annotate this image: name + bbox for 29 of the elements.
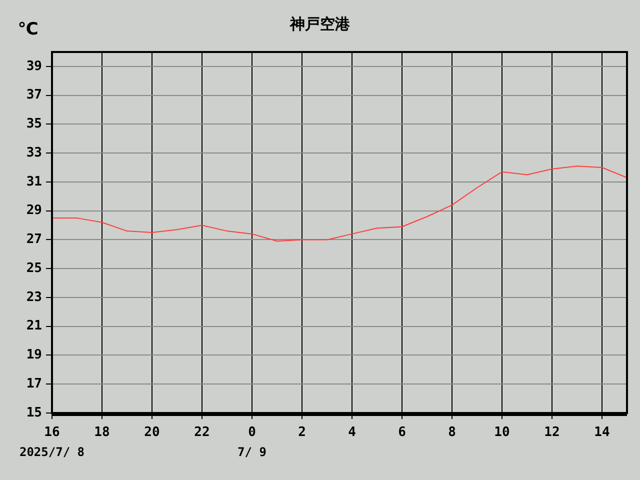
y-axis-title: ℃ [18, 19, 38, 40]
y-tick-label: 29 [26, 203, 42, 218]
text: 7/ 9 [238, 445, 266, 460]
y-tick-label: 27 [26, 232, 42, 248]
y-tick-label: 39 [26, 58, 42, 74]
y-tick-label: 35 [26, 116, 42, 132]
x-tick-label: 14 [594, 425, 610, 440]
y-tick-label: 15 [26, 405, 42, 420]
x-tick-label: 12 [544, 425, 560, 440]
y-tick-label: 17 [26, 376, 42, 392]
y-tick-label: 19 [26, 348, 42, 363]
chart-title: 神戸空港 [289, 14, 351, 33]
x-tick-label: 10 [494, 425, 510, 440]
x-tick-label: 2 [298, 425, 306, 440]
x-tick-label: 16 [44, 425, 60, 440]
x-tick-label: 4 [348, 425, 356, 440]
x-tick-label: 18 [94, 425, 110, 440]
x-tick-label: 0 [248, 425, 256, 440]
y-tick-label: 25 [26, 260, 42, 276]
y-tick-label: 21 [26, 318, 42, 334]
x-tick-label: 22 [194, 425, 210, 440]
text: 2025/7/ 8 [19, 445, 85, 460]
y-tick-label: 23 [26, 290, 42, 305]
y-tick-label: 33 [26, 145, 42, 160]
y-tick-label: 37 [26, 88, 42, 103]
y-tick-label: 31 [26, 174, 42, 190]
x-tick-label: 8 [448, 425, 456, 440]
x-tick-label: 20 [144, 425, 160, 440]
x-tick-label: 6 [398, 425, 406, 440]
